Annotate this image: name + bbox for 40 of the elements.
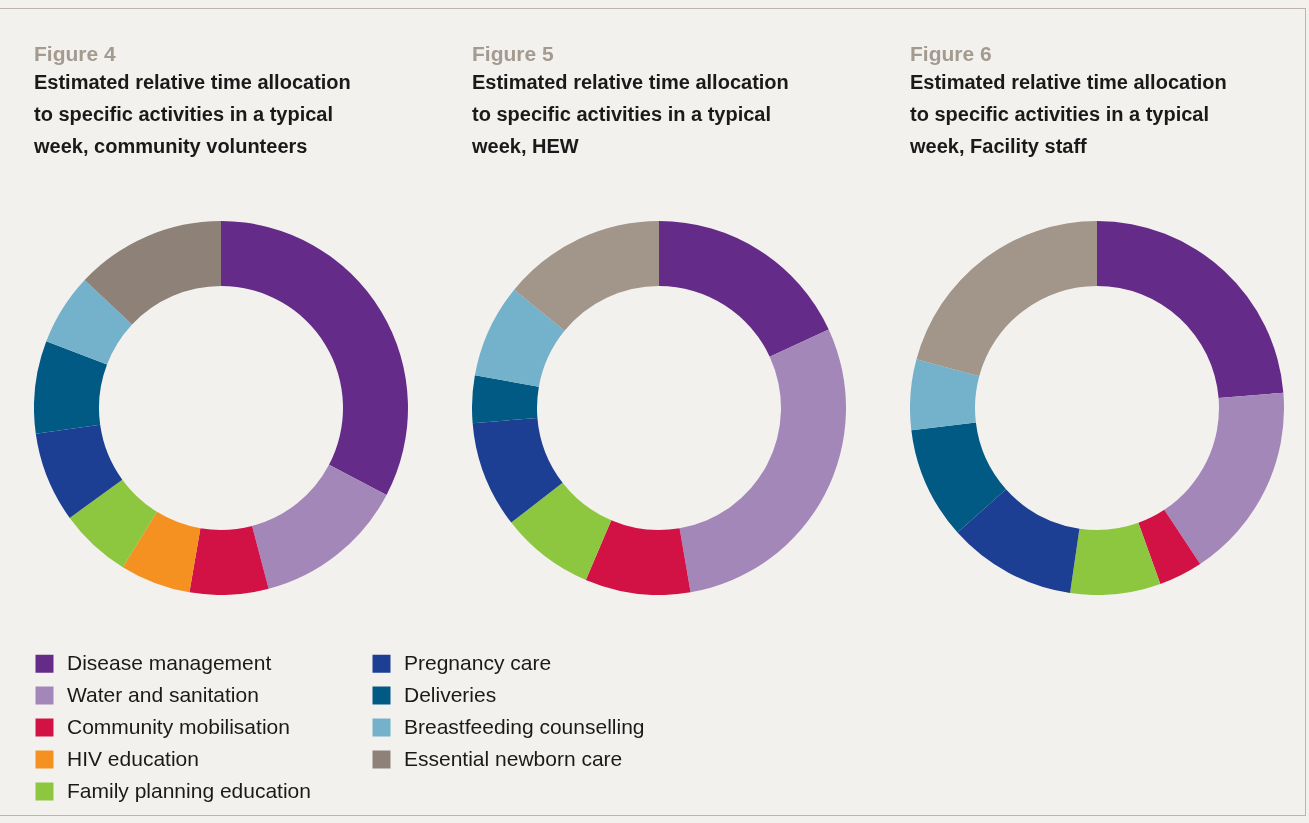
legend-label: Essential newborn care [404,746,623,770]
donut-slice [679,329,846,593]
donut-slice [659,221,829,357]
donut-slice [1097,221,1284,399]
legend-label: Deliveries [404,682,497,706]
donut-slice [84,221,221,325]
chart-title: Figure 6 [910,42,992,65]
donut-slice [1164,392,1284,564]
donut-slice [34,341,108,434]
donut-slice [472,417,563,523]
chart-subtitle: Estimated relative time allocation to specific activities in a typical week, community volunteers [33,71,351,157]
chart-subtitle: Estimated relative time allocation to specific activities in a typical week, Facility staff [909,71,1227,157]
legend-label: Community mobilisation [67,714,290,738]
legend-label: Family planning education [67,778,311,802]
chart-title: Figure 4 [34,42,116,65]
chart-subtitle: Estimated relative time allocation to specific activities in a typical week, HEW [471,71,789,157]
donut-slice [511,482,612,581]
donut-slice [916,221,1097,377]
donut-slice [69,479,157,568]
donut-slice [911,422,1006,533]
legend-label: Breastfeeding counselling [404,714,645,738]
legend-label: Water and sanitation [67,682,259,706]
donut-slice [474,289,565,387]
donut-slice [252,464,387,589]
donut-slice [1138,509,1201,584]
donut-slice [122,511,201,593]
donut-slice [1070,522,1161,595]
donut-slice [514,221,659,331]
legend-label: Pregnancy care [404,650,552,674]
donut-slice [472,375,539,424]
legend-label: Disease management [67,650,272,674]
donut-slice [46,279,133,365]
donut-slice [189,525,269,595]
legend-label: HIV education [67,746,199,770]
donut-slice [585,520,691,595]
chart-title: Figure 5 [472,42,554,65]
donut-slice [35,424,123,518]
donut-slice [221,221,408,495]
donut-slice [957,489,1080,594]
donut-slice [910,359,980,431]
